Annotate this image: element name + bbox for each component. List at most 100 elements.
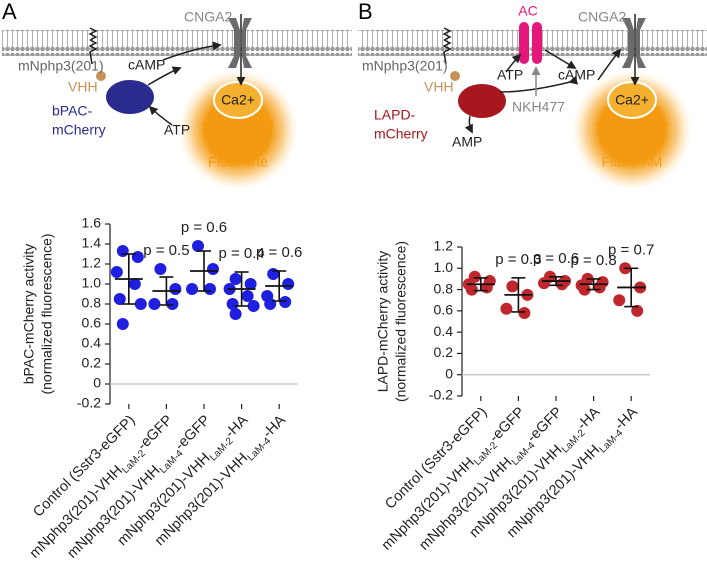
label-part: -eGFP bbox=[486, 404, 528, 446]
y-tick-label: 1.0 bbox=[82, 275, 102, 291]
data-point bbox=[518, 306, 531, 319]
diagram-label: Ca2+ bbox=[221, 92, 255, 108]
p-value: p = 0.7 bbox=[608, 241, 654, 258]
data-point bbox=[578, 283, 591, 296]
y-axis-label: bPAC-mCherry activity bbox=[21, 244, 37, 385]
data-point bbox=[131, 251, 144, 263]
y-tick-label: -0.2 bbox=[77, 395, 101, 411]
y-tick-label: 1.0 bbox=[434, 259, 454, 275]
diagram-label: cAMP bbox=[558, 67, 595, 83]
data-point bbox=[613, 294, 626, 307]
data-point bbox=[506, 280, 519, 293]
data-point bbox=[264, 298, 277, 310]
data-point bbox=[593, 281, 606, 294]
y-tick-label: 0.6 bbox=[434, 302, 454, 318]
diagram-label: AC bbox=[518, 3, 537, 19]
diagram-b: B AC CNGA2 mNphp3(201) VHH ATP cAMP LAPD… bbox=[358, 0, 707, 190]
data-point bbox=[279, 296, 292, 308]
data-point bbox=[229, 308, 242, 320]
data-point bbox=[244, 278, 257, 290]
y-axis-label: (normalized fluorescence) bbox=[393, 241, 409, 402]
y-tick-label: 0.2 bbox=[82, 355, 102, 371]
label-part: -eGFP bbox=[134, 412, 176, 454]
y-axis-label: LAPD-mCherry activity bbox=[375, 251, 391, 393]
label-part: -eGFP bbox=[524, 404, 566, 446]
data-point bbox=[241, 290, 254, 302]
label-part: -eGFP bbox=[172, 412, 214, 454]
y-tick-label: 1.4 bbox=[82, 235, 102, 251]
diagram-label: mCherry bbox=[52, 122, 106, 138]
data-point bbox=[148, 298, 161, 310]
diagram-label: LAPD- bbox=[374, 107, 416, 123]
diagram-label: CNGA2 bbox=[184, 9, 232, 25]
charts: -0.2 0 0.2 0.4 0.6 0.8 1.0 1.2 1.4 1.6 bPAC-mCherr… bbox=[21, 215, 655, 564]
data-point bbox=[169, 283, 182, 295]
p-value: p = 0.6 bbox=[256, 244, 302, 261]
diagram-label: bPAC- bbox=[52, 103, 93, 119]
data-point bbox=[192, 240, 204, 252]
data-point bbox=[465, 283, 478, 296]
data-point bbox=[204, 283, 216, 295]
p-value: p = 0.5 bbox=[143, 242, 189, 259]
diagram-label: mCherry bbox=[374, 126, 428, 142]
data-point bbox=[631, 304, 644, 317]
y-tick-label: 0.4 bbox=[82, 335, 102, 351]
y-tick-label: 1.2 bbox=[434, 238, 454, 254]
y-tick-label: 0 bbox=[445, 365, 453, 381]
x-tick-label: mNphp3(201)-VHHLaM-4-eGFP bbox=[416, 404, 568, 556]
diagram-label: FluoForte bbox=[208, 154, 268, 170]
data-point bbox=[128, 278, 141, 290]
diagram-label: VHH bbox=[68, 79, 98, 95]
diagram-label: ATP bbox=[497, 67, 523, 83]
p-value: p = 0.6 bbox=[533, 250, 579, 267]
diagram-label: NKH477 bbox=[512, 99, 565, 115]
p-value: p = 0.4 bbox=[218, 245, 264, 262]
panel-label: A bbox=[2, 0, 17, 24]
data-point bbox=[247, 300, 260, 312]
y-tick-label: 1.2 bbox=[82, 255, 102, 271]
diagram-label: mNphp3(201) bbox=[18, 58, 104, 74]
diagram-label: mNphp3(201) bbox=[362, 58, 448, 74]
diagram-label: CNGA2 bbox=[578, 9, 626, 25]
diagram-label: VHH bbox=[424, 79, 454, 95]
y-tick-label: -0.2 bbox=[429, 387, 453, 403]
y-tick-label: 0 bbox=[93, 375, 101, 391]
data-point bbox=[538, 277, 550, 290]
data-point bbox=[166, 298, 179, 310]
data-point bbox=[226, 298, 239, 310]
data-point bbox=[480, 281, 493, 294]
y-tick-label: 0.8 bbox=[82, 295, 102, 311]
data-point bbox=[113, 293, 126, 305]
diagram-label: Ca2+ bbox=[615, 92, 649, 108]
p-value: p = 0.3 bbox=[495, 251, 541, 268]
data-point bbox=[207, 263, 219, 275]
data-point bbox=[154, 263, 167, 275]
diagram-label: ATP bbox=[164, 122, 190, 138]
y-tick-label: 0.6 bbox=[82, 315, 102, 331]
data-point bbox=[134, 298, 147, 310]
panel-label: B bbox=[358, 0, 373, 24]
diagram-label: Fluo4-AM bbox=[602, 154, 663, 170]
data-point bbox=[186, 283, 198, 295]
data-point bbox=[229, 273, 242, 285]
diagram-label: AMP bbox=[452, 134, 482, 150]
y-tick-label: 1.6 bbox=[82, 215, 102, 231]
data-point bbox=[556, 278, 568, 291]
y-axis-label: (normalized fluorescence) bbox=[39, 233, 55, 394]
membrane bbox=[2, 30, 352, 56]
y-tick-label: 0.2 bbox=[434, 344, 454, 360]
p-value: p = 0.8 bbox=[570, 252, 616, 269]
data-point bbox=[267, 268, 280, 280]
data-point bbox=[116, 245, 129, 257]
x-tick-label: mNphp3(201)-VHHLaM-4-eGFP bbox=[64, 412, 216, 564]
p-value: p = 0.6 bbox=[181, 219, 227, 236]
data-point bbox=[116, 318, 129, 330]
y-tick-label: 0.4 bbox=[434, 323, 454, 339]
diagram-a: A CNGA2 mNphp3(201) VHH cAMP bPAC- mCher… bbox=[2, 0, 352, 190]
diagram-label: cAMP bbox=[128, 57, 165, 73]
data-point bbox=[110, 266, 123, 278]
y-tick-label: 0.8 bbox=[434, 280, 454, 296]
data-point bbox=[282, 278, 295, 290]
data-point bbox=[500, 302, 513, 315]
